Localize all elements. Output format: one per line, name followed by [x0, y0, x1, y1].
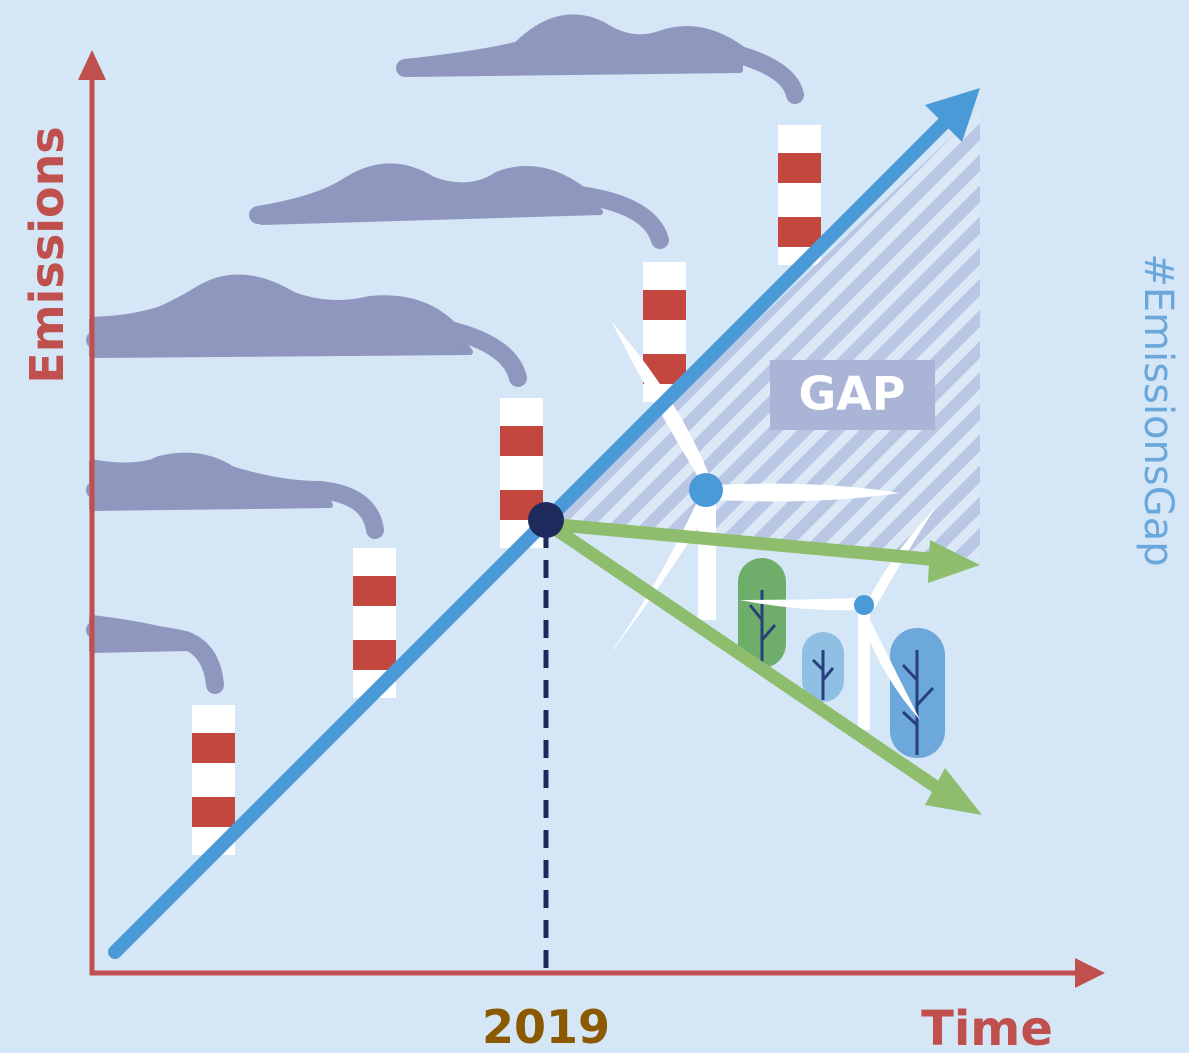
- axes: [78, 50, 1105, 988]
- gap-box: [770, 360, 935, 430]
- y-axis-label: Emissions: [20, 126, 74, 383]
- gap-label: GAP: [798, 367, 905, 421]
- pathways: [541, 517, 982, 815]
- trees: [738, 558, 945, 758]
- hashtag: #EmissionsGap: [1135, 253, 1181, 566]
- marker-dot: [528, 502, 564, 538]
- gap-area: [546, 110, 980, 558]
- smoke-clouds: [86, 14, 804, 694]
- year-label: 2019: [482, 1000, 610, 1053]
- x-axis-label: Time: [921, 1001, 1053, 1053]
